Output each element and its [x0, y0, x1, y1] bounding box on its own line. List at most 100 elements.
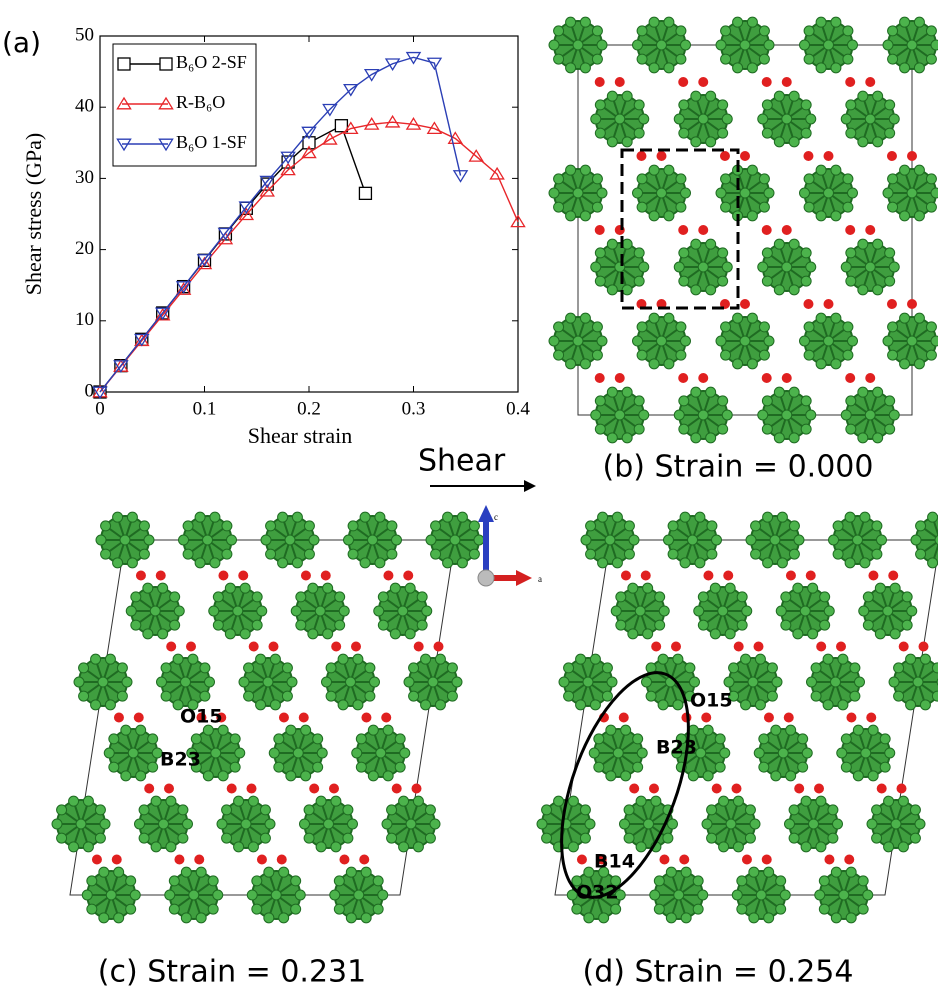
atom — [580, 17, 590, 27]
atom — [317, 748, 327, 758]
atom — [698, 410, 708, 420]
icosahedron — [883, 17, 938, 73]
panel-caption: (c) Strain = 0.231 — [98, 955, 366, 990]
atom — [733, 796, 743, 806]
atom — [907, 188, 917, 198]
atom — [549, 40, 559, 50]
atom — [230, 734, 240, 744]
atom — [260, 805, 270, 815]
atom — [853, 725, 863, 735]
oxygen — [659, 855, 669, 865]
atom — [806, 114, 816, 124]
atom — [858, 876, 868, 886]
atom — [762, 424, 772, 434]
atom — [804, 202, 814, 212]
oxygen — [845, 77, 855, 87]
marker — [359, 187, 371, 199]
atom — [301, 725, 311, 735]
atom — [566, 165, 576, 175]
atom — [718, 248, 728, 258]
atom — [368, 771, 378, 781]
atom — [634, 276, 644, 286]
atom — [607, 677, 617, 687]
atom — [607, 433, 617, 443]
icosahedron — [382, 796, 440, 852]
icosahedron — [82, 867, 140, 923]
atom — [823, 654, 833, 664]
oxygen — [331, 642, 341, 652]
atom — [750, 819, 760, 829]
atom — [706, 433, 716, 443]
atom — [636, 796, 646, 806]
atom — [685, 663, 695, 673]
atom — [928, 512, 938, 522]
atom — [884, 796, 894, 806]
atom — [240, 629, 250, 639]
atom — [655, 592, 665, 602]
atom — [295, 890, 305, 900]
atom — [580, 165, 590, 175]
atom — [846, 396, 856, 406]
atom — [334, 876, 344, 886]
atom — [649, 359, 659, 369]
atom — [205, 677, 215, 687]
atom — [823, 700, 833, 710]
atom — [858, 239, 868, 249]
atom — [234, 796, 244, 806]
atom — [801, 100, 811, 110]
atom — [622, 285, 632, 295]
atom — [589, 748, 599, 758]
atom — [707, 833, 717, 843]
atom — [179, 535, 189, 545]
atom — [657, 188, 667, 198]
icosahedron — [239, 654, 297, 710]
atom — [130, 890, 140, 900]
oxygen — [649, 784, 659, 794]
atom — [346, 867, 356, 877]
atom — [741, 654, 751, 664]
atom — [292, 558, 302, 568]
atom — [902, 592, 912, 602]
atom — [916, 521, 926, 531]
atom — [291, 606, 301, 616]
oxygen — [698, 225, 708, 235]
oxygen — [299, 713, 309, 723]
atom — [828, 833, 838, 843]
atom — [121, 771, 131, 781]
oxygen — [227, 784, 237, 794]
oxygen — [846, 713, 856, 723]
atom — [780, 890, 790, 900]
atom — [702, 819, 712, 829]
atom — [598, 558, 608, 568]
icosahedron — [807, 654, 865, 710]
atom — [576, 654, 586, 664]
atom — [335, 620, 345, 630]
atom — [293, 748, 303, 758]
x-tick-label: 0.2 — [297, 398, 321, 419]
atom — [181, 913, 191, 923]
atom — [789, 433, 799, 443]
atom — [82, 890, 92, 900]
atom — [858, 904, 868, 914]
atom — [659, 606, 669, 616]
atom — [888, 350, 898, 360]
atom — [819, 876, 829, 886]
atom — [331, 842, 341, 852]
atom — [920, 700, 930, 710]
atom — [95, 805, 105, 815]
atom — [326, 691, 336, 701]
icosahedron — [633, 313, 691, 369]
atom — [322, 677, 332, 687]
icosahedron — [758, 91, 816, 147]
icosahedron — [591, 91, 649, 147]
atom — [771, 725, 781, 735]
atom — [831, 867, 841, 877]
atom — [566, 313, 576, 323]
atom — [848, 188, 858, 198]
atom — [564, 691, 574, 701]
atom — [121, 725, 131, 735]
oxygen — [678, 373, 688, 383]
atom — [378, 620, 388, 630]
atom — [279, 867, 289, 877]
oxygen — [824, 855, 834, 865]
